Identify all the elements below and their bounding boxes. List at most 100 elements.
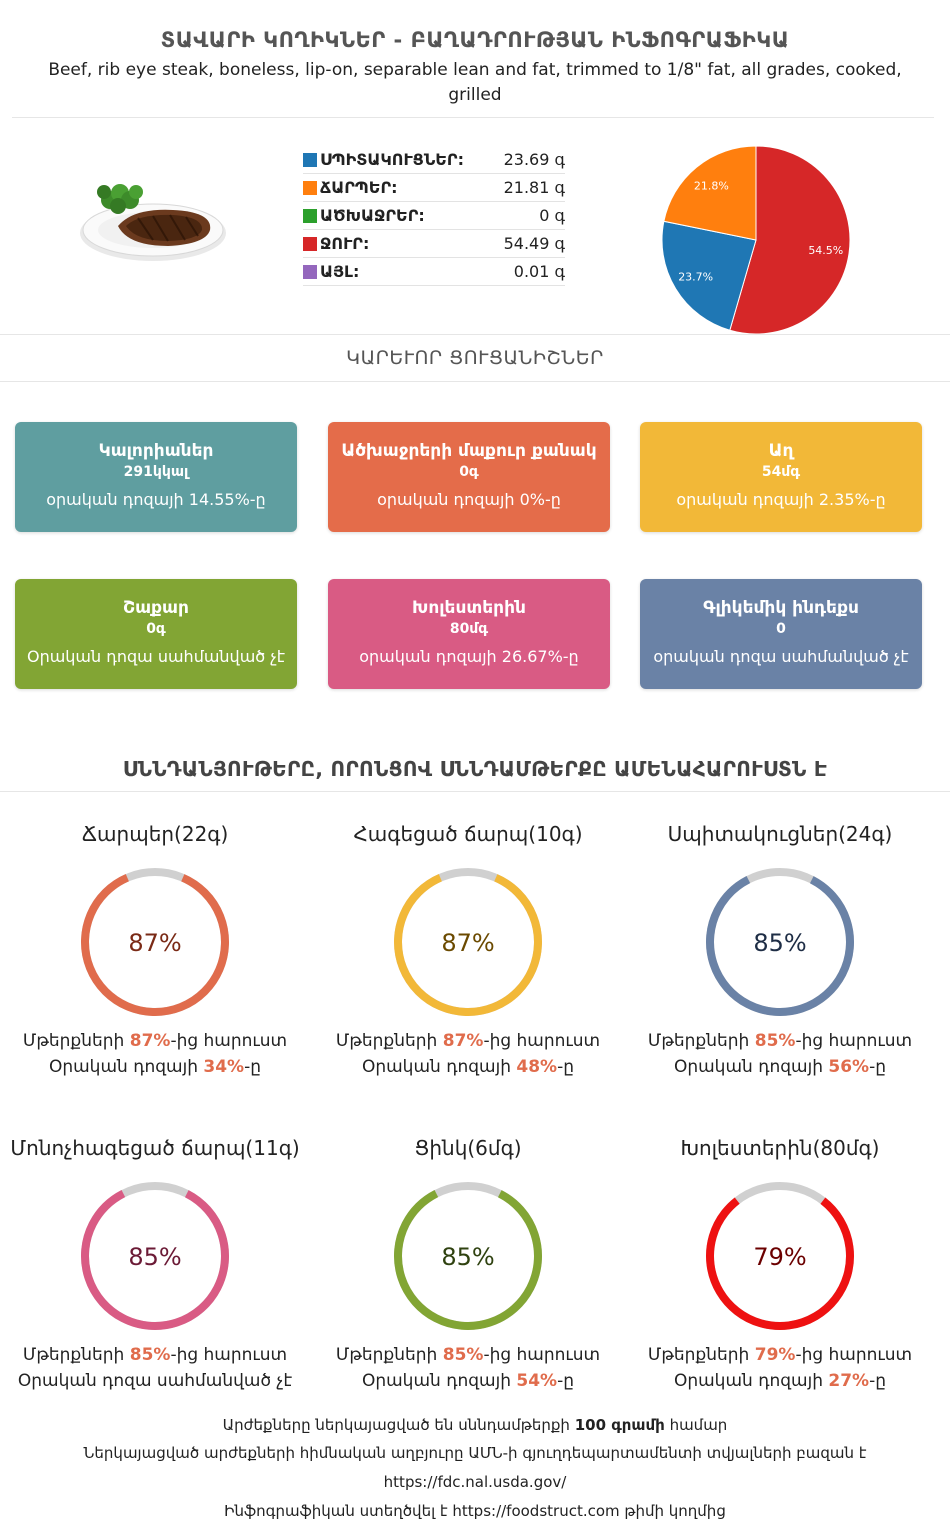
indicator-value: 291կկալ [123,464,189,480]
ring-percent: 85% [128,1243,181,1271]
ring-percent: 87% [128,929,181,957]
divider [12,117,934,118]
divider [0,381,950,382]
nutrient-ring: 79% [706,1182,854,1330]
indicator-value: 0գ [459,464,479,480]
indicator-value: 0 [776,621,786,637]
nutrient-title: Հագեցած ճարպ(10գ) [353,822,583,846]
indicator-value: 54մգ [761,464,801,480]
ring-fill [81,868,229,1016]
legend-row: ԱՅԼ: 0.01 գ [303,258,565,286]
legend-value: 54.49 գ [503,234,565,253]
pie-slice-label: 21.8% [694,179,729,192]
legend-value: 0.01 գ [513,262,565,281]
nutrient-daily: Օրական դոզայի 56%-ը [673,1057,887,1077]
nutrient-ring: 85% [81,1182,229,1330]
legend-value: 23.69 գ [503,150,565,169]
indicator-title: Աղ [768,441,794,461]
nutrient-ring: 85% [706,868,854,1016]
ring-percent: 79% [753,1243,806,1271]
nutrient-ring: 87% [394,868,542,1016]
ring-percent: 85% [441,1243,494,1271]
indicator-card: Աղ 54մգ օրական դոզայի 2.35%-ը [640,422,922,532]
indicator-card: Խոլեստերին 80մգ օրական դոզայի 26.67%-ը [328,579,610,689]
divider [0,791,950,792]
legend-swatch [303,264,317,279]
footer-credit: Ինֆոգրաֆիկան ստեղծվել է https://foodstru… [224,1502,726,1520]
nutrient-title: Խոլեստերին(80մգ) [680,1136,880,1160]
legend-label: ԱՅԼ: [320,262,360,281]
legend-swatch [303,208,317,223]
indicator-title: Կալորիաներ [98,441,214,461]
nutrient-daily: Օրական դոզայի 54%-ը [361,1371,575,1391]
indicator-daily: Օրական դոզա սահմանված չէ [26,647,286,666]
composition-pie-chart: 54.5% 23.7% 21.8% [661,145,851,335]
legend-label: ԱԾԽԱՋՐԵՐ: [320,206,425,225]
nutrient-rank: Մթերքների 79%-ից հարուստ [647,1345,913,1365]
indicator-title: Ածխաջրերի մաքուր քանակ [341,441,597,461]
legend-value: 21.81 գ [503,178,565,197]
pie-slice-label: 54.5% [808,244,843,257]
ring-percent: 85% [753,929,806,957]
pie-slice [661,220,757,331]
nutrient-block: Ցինկ(6մգ) 85% Մթերքների 85%-ից հարուստ Օրակ… [318,1136,618,1394]
legend-row: ՋՈՒՐ: 54.49 գ [303,230,565,258]
indicator-value: 80մգ [449,621,489,637]
nutrient-block: Խոլեստերին(80մգ) 79% Մթերքների 79%-ից հարո… [630,1136,930,1394]
legend-row: ԱԾԽԱՋՐԵՐ: 0 գ [303,202,565,230]
indicator-card: Կալորիաներ 291կկալ օրական դոզայի 14.55%-ը [15,422,297,532]
nutrient-title: Մոնոչհագեցած ճարպ(11գ) [10,1136,300,1160]
indicator-daily: օրական դոզայի 26.67%-ը [359,647,579,666]
legend-row: ՃԱՐՊԵՐ: 21.81 գ [303,174,565,202]
nutrient-block: Ճարպեր(22գ) 87% Մթերքների 87%-ից հարուստ Օր… [5,822,305,1080]
indicator-card: Շաքար 0գ Օրական դոզա սահմանված չէ [15,579,297,689]
ring-fill [706,1182,854,1330]
ring-fill [706,868,854,1016]
indicator-title: Խոլեստերին [412,598,526,618]
legend-label: ՃԱՐՊԵՐ: [320,178,398,197]
indicator-card: Գլիկեմիկ ինդեքս 0 օրական դոզա սահմանված չէ [640,579,922,689]
nutrient-block: Հագեցած ճարպ(10գ) 87% Մթերքների 87%-ից հար… [318,822,618,1080]
nutrient-rank: Մթերքների 85%-ից հարուստ [335,1345,601,1365]
indicator-card: Ածխաջրերի մաքուր քանակ 0գ օրական դոզայի 0%… [328,422,610,532]
legend-value: 0 գ [539,206,565,225]
ring-percent: 87% [441,929,494,957]
nutrient-rank: Մթերքների 85%-ից հարուստ [647,1031,913,1051]
footer-note: Արժեքները ներկայացված են սննդամթերքի 100… [222,1416,728,1434]
nutrient-daily: Օրական դոզա սահմանված չէ [17,1371,293,1391]
page-subtitle: Beef, rib eye steak, boneless, lip-on, s… [48,60,902,105]
legend-swatch [303,180,317,195]
indicator-daily: օրական դոզայի 14.55%-ը [46,490,266,509]
key-indicators-title: ԿԱՐԵՒՈՐ ՑՈՒՑԱՆԻՇՆԵՐ [346,347,604,369]
footer-source-link[interactable]: https://fdc.nal.usda.gov/ [383,1473,567,1491]
legend-swatch [303,236,317,251]
divider [0,334,950,335]
rich-nutrients-title: ՍՆՆԴԱՆՅՈՒԹԵՐԸ, ՈՐՈՆՑՈՎ ՍՆՆԴԱՄԹԵՐՔԸ ԱՄԵՆԱ… [122,757,828,781]
nutrient-rank: Մթերքների 87%-ից հարուստ [335,1031,601,1051]
indicator-title: Շաքար [123,598,189,618]
indicator-value: 0գ [146,621,166,637]
legend-row: ՍՊԻՏԱԿՈՒՑՆԵՐ: 23.69 գ [303,146,565,174]
pie-slice [663,145,757,241]
composition-legend: ՍՊԻՏԱԿՈՒՑՆԵՐ: 23.69 գ ՃԱՐՊԵՐ: 21.81 գ ԱԾԽԱՋՐ… [303,146,565,286]
legend-label: ՍՊԻՏԱԿՈՒՑՆԵՐ: [320,150,464,169]
ring-fill [394,868,542,1016]
indicator-daily: օրական դոզայի 0%-ը [377,490,561,509]
steak-plate-icon [80,184,226,261]
legend-swatch [303,152,317,167]
nutrient-title: Սպիտակուցներ(24գ) [667,822,893,846]
indicator-daily: օրական դոզա սահմանված չէ [653,647,909,666]
nutrient-block: Մոնոչհագեցած ճարպ(11գ) 85% Մթերքների 85%-ի… [5,1136,305,1394]
nutrient-title: Ցինկ(6մգ) [414,1136,522,1160]
indicator-daily: օրական դոզայի 2.35%-ը [676,490,886,509]
footer-credit-link[interactable]: https://foodstruct.com [452,1502,620,1520]
pie-slice [729,145,851,335]
nutrient-title: Ճարպեր(22գ) [81,822,229,846]
nutrient-ring: 87% [81,868,229,1016]
pie-slice-label: 23.7% [678,270,713,283]
nutrient-rank: Մթերքների 85%-ից հարուստ [22,1345,288,1365]
nutrient-daily: Օրական դոզայի 34%-ը [48,1057,262,1077]
nutrient-rank: Մթերքների 87%-ից հարուստ [22,1031,288,1051]
nutrient-ring: 85% [394,1182,542,1330]
indicator-title: Գլիկեմիկ ինդեքս [703,598,859,618]
